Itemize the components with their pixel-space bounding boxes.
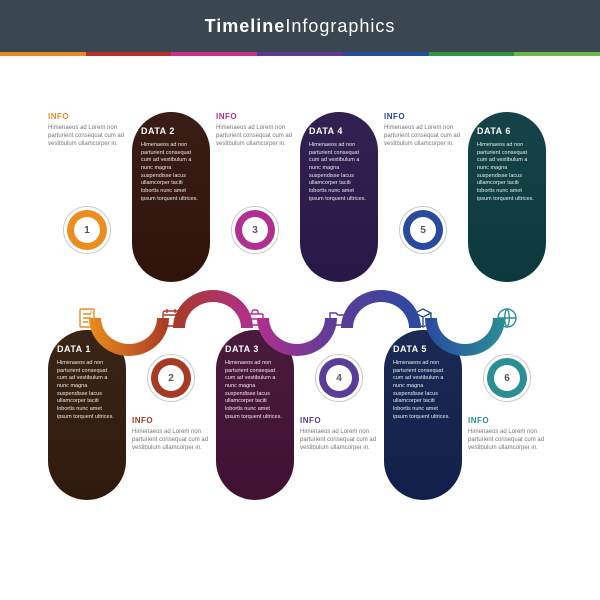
header-stripe — [0, 52, 600, 56]
step-badge-5: 5 — [410, 217, 436, 243]
data-body: Himenaeos ad non parturient consequat cu… — [309, 142, 369, 204]
data-label: DATA 6 — [477, 126, 537, 136]
info-text: Himenaeos ad Lorem non parturient conseq… — [48, 125, 126, 148]
step-badge-3: 3 — [242, 217, 268, 243]
info-block-1: INFO Himenaeos ad Lorem non parturient co… — [48, 112, 126, 149]
data-label: DATA 4 — [309, 126, 369, 136]
info-block-4: INFO Himenaeos ad Lorem non parturient co… — [300, 416, 378, 453]
info-label: INFO — [216, 112, 294, 122]
stripe-segment — [429, 52, 515, 56]
step-badge-2: 2 — [158, 365, 184, 391]
info-label: INFO — [48, 112, 126, 122]
document-icon — [73, 304, 101, 332]
info-text: Himenaeos ad Lorem non parturient conseq… — [216, 125, 294, 148]
calendar-icon — [157, 304, 185, 332]
stripe-segment — [257, 52, 343, 56]
data-body: Himenaeos ad non parturient consequat cu… — [393, 360, 453, 422]
data-pill-2: DATA 2 Himenaeos ad non parturient conseq… — [132, 112, 210, 282]
timeline-canvas: DATA 1Himenaeos ad non parturient conseq… — [0, 68, 600, 588]
info-text: Himenaeos ad Lorem non parturient conseq… — [300, 429, 378, 452]
data-pill-6: DATA 6 Himenaeos ad non parturient conseq… — [468, 112, 546, 282]
info-block-6: INFO Himenaeos ad Lorem non parturient co… — [468, 416, 546, 453]
info-block-2: INFO Himenaeos ad Lorem non parturient co… — [132, 416, 210, 453]
info-text: Himenaeos ad Lorem non parturient conseq… — [468, 429, 546, 452]
info-text: Himenaeos ad Lorem non parturient conseq… — [384, 125, 462, 148]
step-badge-6: 6 — [494, 365, 520, 391]
box-icon — [409, 304, 437, 332]
globe-icon — [493, 304, 521, 332]
info-label: INFO — [384, 112, 462, 122]
header: TimelineInfographics — [0, 0, 600, 52]
info-label: INFO — [468, 416, 546, 426]
data-pill-4: DATA 4 Himenaeos ad non parturient conseq… — [300, 112, 378, 282]
step-badge-1: 1 — [74, 217, 100, 243]
title-bold: Timeline — [205, 16, 286, 36]
data-body: Himenaeos ad non parturient consequat cu… — [225, 360, 285, 422]
folder-icon — [325, 304, 353, 332]
title-thin: Infographics — [285, 16, 395, 36]
data-body: Himenaeos ad non parturient consequat cu… — [141, 142, 201, 204]
stripe-segment — [343, 52, 429, 56]
page-title: TimelineInfographics — [205, 16, 396, 37]
page: TimelineInfographics DATA 1Himenaeos ad … — [0, 0, 600, 600]
info-label: INFO — [132, 416, 210, 426]
data-label: DATA 2 — [141, 126, 201, 136]
info-label: INFO — [300, 416, 378, 426]
stripe-segment — [86, 52, 172, 56]
step-badge-4: 4 — [326, 365, 352, 391]
stripe-segment — [171, 52, 257, 56]
info-text: Himenaeos ad Lorem non parturient conseq… — [132, 429, 210, 452]
briefcase-icon — [241, 304, 269, 332]
info-block-5: INFO Himenaeos ad Lorem non parturient co… — [384, 112, 462, 149]
data-body: Himenaeos ad non parturient consequat cu… — [57, 360, 117, 422]
info-block-3: INFO Himenaeos ad Lorem non parturient co… — [216, 112, 294, 149]
stripe-segment — [514, 52, 600, 56]
data-body: Himenaeos ad non parturient consequat cu… — [477, 142, 537, 204]
stripe-segment — [0, 52, 86, 56]
